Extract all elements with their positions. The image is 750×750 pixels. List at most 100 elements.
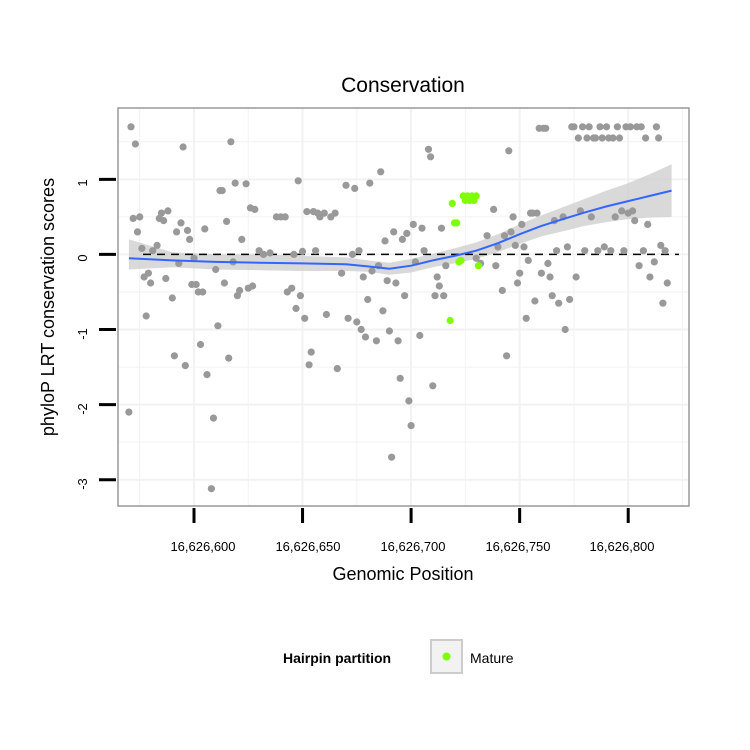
point-other bbox=[144, 269, 152, 277]
point-other bbox=[611, 213, 619, 221]
point-other bbox=[307, 348, 315, 356]
legend-key-mature-dot bbox=[442, 652, 451, 661]
point-other bbox=[646, 273, 654, 281]
point-other bbox=[583, 134, 591, 142]
point-other bbox=[507, 228, 515, 236]
point-other bbox=[160, 217, 168, 225]
point-other bbox=[298, 247, 307, 255]
point-other bbox=[555, 299, 563, 307]
point-other bbox=[147, 279, 155, 287]
point-other bbox=[607, 247, 615, 255]
point-other bbox=[203, 371, 211, 379]
point-other bbox=[359, 273, 367, 281]
point-other bbox=[164, 207, 172, 215]
point-other bbox=[509, 213, 517, 221]
chart-title: Conservation bbox=[341, 74, 465, 97]
y-tick-label: 0 bbox=[75, 254, 90, 261]
point-other bbox=[505, 147, 513, 155]
point-other bbox=[663, 279, 671, 287]
point-other bbox=[344, 314, 352, 322]
point-other bbox=[602, 123, 611, 131]
point-other bbox=[644, 220, 652, 228]
point-other bbox=[498, 286, 506, 295]
plot-panel bbox=[117, 107, 690, 507]
point-other bbox=[388, 453, 396, 461]
point-other bbox=[592, 134, 600, 142]
point-other bbox=[305, 361, 313, 369]
point-other bbox=[223, 217, 231, 225]
point-other bbox=[390, 228, 398, 236]
point-other bbox=[570, 123, 578, 131]
x-tick-label: 16,626,750 bbox=[485, 539, 550, 554]
point-other bbox=[531, 297, 539, 305]
loess-smooth-line bbox=[128, 189, 672, 270]
point-other bbox=[136, 213, 144, 221]
x-axis-title: Genomic Position bbox=[332, 564, 473, 584]
point-other bbox=[520, 243, 528, 251]
point-other bbox=[125, 408, 133, 416]
point-other bbox=[236, 286, 244, 295]
point-other bbox=[364, 295, 372, 304]
point-other bbox=[212, 265, 220, 274]
point-other bbox=[207, 485, 215, 493]
point-other bbox=[418, 224, 426, 232]
point-other bbox=[537, 269, 546, 277]
point-other bbox=[659, 299, 667, 307]
point-other bbox=[183, 226, 192, 234]
point-other bbox=[440, 292, 448, 300]
point-other bbox=[242, 180, 250, 188]
point-other bbox=[199, 288, 207, 296]
point-mature bbox=[446, 316, 454, 325]
point-other bbox=[652, 123, 661, 131]
point-other bbox=[366, 179, 374, 187]
data-points bbox=[125, 123, 671, 493]
point-other bbox=[372, 337, 380, 345]
x-tick-label: 16,626,800 bbox=[589, 539, 654, 554]
point-other bbox=[142, 312, 150, 320]
point-other bbox=[409, 220, 417, 228]
point-other bbox=[133, 228, 142, 236]
point-mature bbox=[453, 219, 461, 227]
point-other bbox=[427, 153, 435, 161]
point-other bbox=[127, 123, 135, 131]
point-other bbox=[401, 292, 409, 300]
point-other bbox=[177, 219, 185, 227]
point-other bbox=[392, 279, 400, 287]
x-tick-label: 16,626,650 bbox=[275, 539, 340, 554]
point-other bbox=[585, 123, 593, 131]
point-other bbox=[494, 243, 502, 251]
point-other bbox=[544, 259, 552, 267]
y-axis: -3 -2 -1 0 1 bbox=[75, 177, 116, 490]
point-other bbox=[294, 177, 302, 185]
point-other bbox=[281, 213, 289, 221]
point-other bbox=[290, 250, 298, 258]
point-other bbox=[153, 241, 161, 249]
point-other bbox=[587, 213, 595, 221]
point-other bbox=[368, 267, 376, 275]
point-other bbox=[333, 365, 341, 373]
point-other bbox=[351, 184, 359, 192]
point-other bbox=[600, 243, 608, 251]
point-other bbox=[361, 333, 370, 341]
point-other bbox=[383, 277, 391, 285]
point-other bbox=[579, 123, 587, 131]
point-other bbox=[292, 304, 300, 313]
point-other bbox=[138, 244, 146, 252]
point-other bbox=[420, 247, 428, 255]
point-other bbox=[433, 273, 441, 281]
point-other bbox=[442, 262, 450, 270]
point-other bbox=[209, 414, 218, 422]
point-other bbox=[379, 307, 387, 315]
point-other bbox=[405, 397, 413, 405]
point-other bbox=[596, 123, 604, 131]
point-other bbox=[173, 228, 181, 236]
point-other bbox=[331, 209, 339, 217]
point-other bbox=[533, 209, 541, 217]
x-axis: 16,626,600 16,626,650 16,626,700 16,626,… bbox=[170, 508, 655, 554]
point-other bbox=[251, 205, 259, 213]
point-other bbox=[613, 123, 622, 131]
gridlines bbox=[118, 108, 689, 506]
legend: Hairpin partition Mature bbox=[283, 639, 514, 674]
point-mature bbox=[474, 262, 482, 270]
